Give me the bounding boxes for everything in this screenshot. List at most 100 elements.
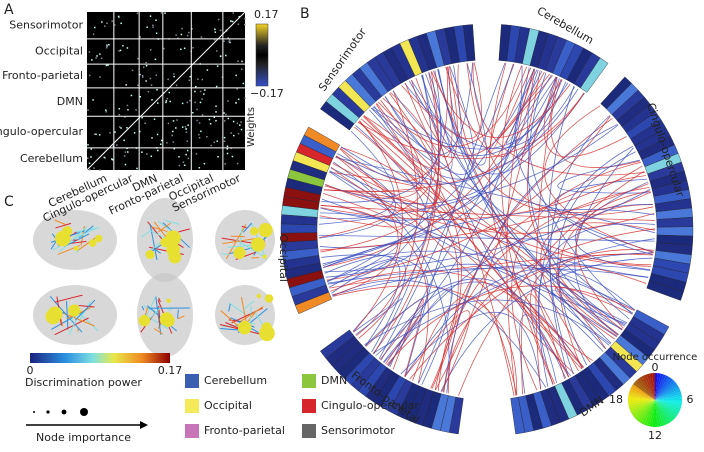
node-segment xyxy=(510,396,526,435)
node xyxy=(259,325,275,342)
node-segment xyxy=(646,280,684,301)
connection xyxy=(557,159,651,194)
network-label: Occipital xyxy=(277,234,290,282)
matrix-cell xyxy=(87,109,89,111)
matrix-cell xyxy=(201,98,203,100)
wheel-slice xyxy=(655,386,680,400)
wheel-slice xyxy=(655,378,674,400)
matrix-cell xyxy=(181,27,183,30)
legend-swatch xyxy=(185,374,199,388)
wheel-slice xyxy=(639,376,655,400)
wheel-slice xyxy=(655,400,674,422)
connection xyxy=(359,120,652,267)
matrix-cell xyxy=(172,141,175,143)
matrix-cell xyxy=(146,26,148,28)
edge xyxy=(157,220,171,231)
wheel-slice xyxy=(655,400,664,427)
connection xyxy=(358,71,440,339)
connection xyxy=(323,254,401,347)
matrix-cell xyxy=(153,118,156,120)
matrix-cell xyxy=(203,93,205,95)
matrix-cell xyxy=(229,41,231,44)
matrix-cell xyxy=(155,19,157,21)
wheel-slice xyxy=(655,400,658,427)
matrix-cell xyxy=(213,39,216,41)
matrix-cell xyxy=(217,155,219,158)
connection xyxy=(373,70,442,355)
matrix-cell xyxy=(226,148,229,150)
matrix-cell xyxy=(155,74,158,76)
connection xyxy=(440,257,653,392)
matrix-cell xyxy=(216,50,218,52)
node xyxy=(250,227,259,236)
matrix-cell xyxy=(141,76,144,78)
connection xyxy=(320,205,655,221)
connection xyxy=(415,77,515,396)
wheel-slice xyxy=(655,373,658,400)
wheel-slice xyxy=(644,374,655,400)
wheel-slice xyxy=(655,400,677,419)
matrix-cell xyxy=(94,26,96,29)
legend-swatch xyxy=(185,424,199,438)
matrix-cell xyxy=(183,47,186,50)
matrix-cell xyxy=(185,153,187,156)
matrix-cell xyxy=(228,39,231,41)
matrix-cell xyxy=(181,102,184,105)
matrix-cell xyxy=(118,108,121,110)
wheel-slice xyxy=(655,400,661,427)
connection xyxy=(549,115,611,378)
node xyxy=(45,308,61,325)
matrix-cell xyxy=(175,34,177,36)
wheel-slice xyxy=(636,378,655,400)
decoration xyxy=(26,11,694,438)
wheel-slice xyxy=(655,379,676,400)
row-label: Sensorimotor xyxy=(9,18,83,31)
matrix-cell xyxy=(197,78,199,81)
matrix-cell xyxy=(116,144,118,146)
edge xyxy=(74,226,100,234)
edge xyxy=(141,306,145,311)
connection xyxy=(404,310,471,392)
matrix-cell xyxy=(198,122,201,124)
matrix-cell xyxy=(151,99,153,101)
connection xyxy=(443,228,656,393)
connection xyxy=(358,121,569,378)
matrix-cell xyxy=(244,97,246,100)
matrix-cell xyxy=(105,109,107,111)
wheel-slice xyxy=(655,400,679,416)
matrix-cell xyxy=(165,101,167,104)
colorbar-tick: −0.17 xyxy=(250,87,284,100)
matrix-cell xyxy=(217,18,220,21)
edge xyxy=(158,222,171,233)
connection xyxy=(466,63,651,213)
node xyxy=(264,294,274,303)
arrowhead xyxy=(140,421,148,429)
matrix-cell xyxy=(111,158,113,160)
matrix-cell xyxy=(237,132,240,135)
matrix-cell xyxy=(219,55,222,57)
matrix-cell xyxy=(216,140,219,142)
connection xyxy=(319,212,604,352)
matrix-cell xyxy=(141,74,144,77)
wheel-slice xyxy=(644,400,655,426)
matrix-cell xyxy=(137,57,139,60)
connection xyxy=(372,72,440,354)
matrix-cell xyxy=(126,104,129,107)
edge xyxy=(242,222,252,233)
wheel-slice xyxy=(628,391,655,400)
matrix-cell xyxy=(226,152,229,155)
matrix-cell xyxy=(198,136,201,139)
matrix-cell xyxy=(155,32,158,35)
connection xyxy=(458,170,645,396)
edge xyxy=(177,309,179,319)
edge xyxy=(164,219,180,225)
matrix-cell xyxy=(215,105,217,107)
matrix-cell xyxy=(238,124,241,126)
node xyxy=(75,309,80,314)
edge xyxy=(158,297,161,303)
connection xyxy=(521,293,566,395)
wheel-slice xyxy=(655,400,676,421)
connection xyxy=(404,83,575,149)
wheel-slice xyxy=(655,376,671,400)
matrix-cell xyxy=(139,73,141,76)
